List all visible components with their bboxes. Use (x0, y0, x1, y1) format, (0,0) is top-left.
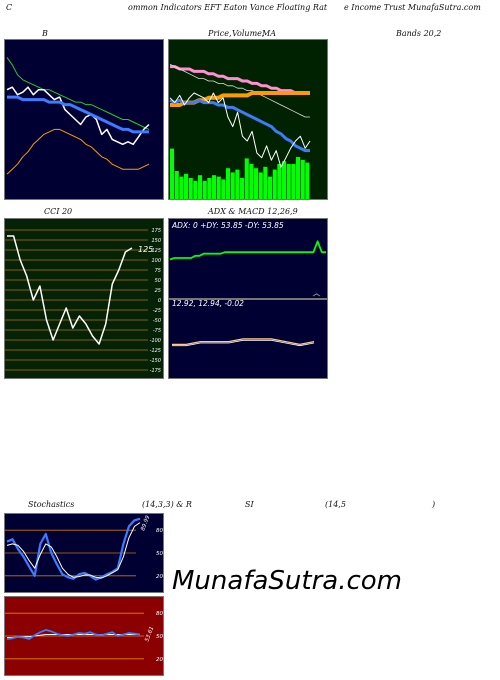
volume-bar (170, 148, 175, 199)
cci-tick-label: -25 (153, 308, 161, 314)
volume-bar (263, 166, 268, 199)
volume-bar (221, 179, 226, 199)
rsi-tick-label: 20 (156, 657, 163, 663)
stoch-tick-label: 80 (156, 528, 163, 534)
cci-tick-label: -75 (153, 328, 161, 334)
volume-bar (216, 176, 221, 199)
cci-tick-label: 50 (155, 278, 161, 284)
rsi-tick-label: 80 (156, 611, 163, 617)
volume-bar (258, 172, 263, 199)
rsi-chart: 80 50 20 53.61 (4, 596, 164, 676)
stoch-d-line (6, 522, 141, 579)
volume-bar (188, 178, 193, 199)
price-price-line (169, 92, 311, 168)
cci-tick-label: 75 (155, 268, 161, 274)
stoch-title: Stochastics (28, 500, 75, 509)
bollinger-upper-line (6, 57, 150, 130)
panel-background (168, 218, 328, 299)
volume-bar (207, 178, 212, 199)
volume-bar (230, 172, 235, 199)
rsi-params-close: ) (432, 500, 436, 509)
cci-tick-label: 100 (151, 258, 161, 264)
rsi-title: SI (245, 500, 254, 509)
volume-bar (240, 178, 245, 199)
cci-last-value: 125 (138, 245, 153, 254)
rsi-params: (14,5 (325, 500, 346, 509)
cci-tick-label: 150 (151, 238, 161, 244)
rsi-line (6, 629, 141, 640)
cci-tick-label: -150 (150, 358, 161, 364)
panel-background (4, 218, 164, 379)
volume-bar (300, 159, 305, 199)
cci-tick-label: -125 (150, 348, 161, 354)
adx-line (169, 240, 326, 261)
price-ma-blue-line (169, 98, 310, 153)
volume-bar (249, 164, 254, 199)
volume-bar (202, 180, 207, 199)
volume-bar (193, 180, 198, 199)
rsi-last-value: 53.61 (144, 626, 155, 643)
stoch-last-value: 89.99 (140, 514, 151, 531)
cci-tick-label: -50 (153, 318, 161, 324)
stochastics-chart: 80 50 20 89.99 (4, 513, 164, 593)
macd-signal-line (172, 339, 315, 347)
price-title-volume: Volume, (232, 29, 265, 38)
bollinger-chart (4, 39, 164, 200)
bollinger-title: B (42, 29, 48, 38)
volume-bar (179, 176, 184, 199)
bollinger-sma-line (7, 95, 149, 134)
macd-chart: 12.92, 12.94, -0.02 (168, 299, 328, 379)
volume-bar (226, 168, 231, 199)
watermark: MunafaSutra.com (172, 566, 403, 596)
volume-bar (305, 162, 310, 199)
bollinger-lower-line (6, 128, 150, 175)
adx-readout: ADX: 0 +DY: 53.85 -DY: 53.85 (171, 221, 284, 230)
volume-bar (212, 175, 217, 199)
cci-tick-label: 175 (151, 228, 161, 234)
macd-line (172, 338, 315, 346)
bollinger-price-line (6, 86, 150, 146)
volume-bar (254, 168, 259, 199)
adx-macd-title: ADX & MACD 12,26,9 (208, 207, 298, 216)
stoch-k-line (6, 517, 141, 581)
stoch-tick-label: 50 (156, 551, 163, 557)
volume-bar (272, 169, 277, 199)
price-ma-pink-line (170, 65, 310, 95)
rsi-tick-label: 50 (156, 634, 163, 640)
page-title-right: e Income Trust MunafaSutra.com (344, 3, 481, 12)
caption-c-letter: C (6, 3, 13, 12)
stoch-params: (14,3,3) & R (142, 500, 192, 509)
volume-bar (235, 169, 240, 199)
volume-bar (244, 158, 249, 199)
volume-bar (268, 176, 273, 199)
cci-tick-label: 125 (151, 248, 161, 254)
price-title-ma: MA (262, 29, 276, 38)
volume-bar (174, 171, 179, 199)
price-title-price: Price, (208, 29, 232, 38)
volume-bar (198, 175, 203, 199)
cci-chart: 1751501251007550250-25-50-75-100-125-150… (4, 218, 164, 379)
price-ma-chart (168, 39, 328, 200)
bands-title: Bands 20,2 (396, 29, 442, 38)
page-title: ommon Indicators EFT Eaton Vance Floatin… (128, 3, 328, 12)
volume-bar (291, 164, 296, 199)
stoch-tick-label: 20 (156, 574, 163, 580)
macd-readout: 12.92, 12.94, -0.02 (172, 299, 244, 308)
adx-marker (312, 293, 321, 297)
adx-chart: ADX: 0 +DY: 53.85 -DY: 53.85 (168, 218, 328, 299)
cci-line (7, 235, 133, 345)
cci-tick-label: 0 (158, 298, 161, 304)
volume-bar (282, 161, 287, 199)
cci-title: CCI 20 (44, 207, 73, 216)
volume-bar (286, 164, 291, 199)
volume-bar (277, 164, 282, 199)
cci-tick-label: -100 (150, 338, 161, 344)
cci-tick-label: -175 (150, 368, 161, 374)
cci-tick-label: 25 (155, 288, 161, 294)
price-ma-white-thin-line (169, 63, 310, 118)
volume-bar (296, 157, 301, 199)
volume-bar (184, 173, 189, 199)
